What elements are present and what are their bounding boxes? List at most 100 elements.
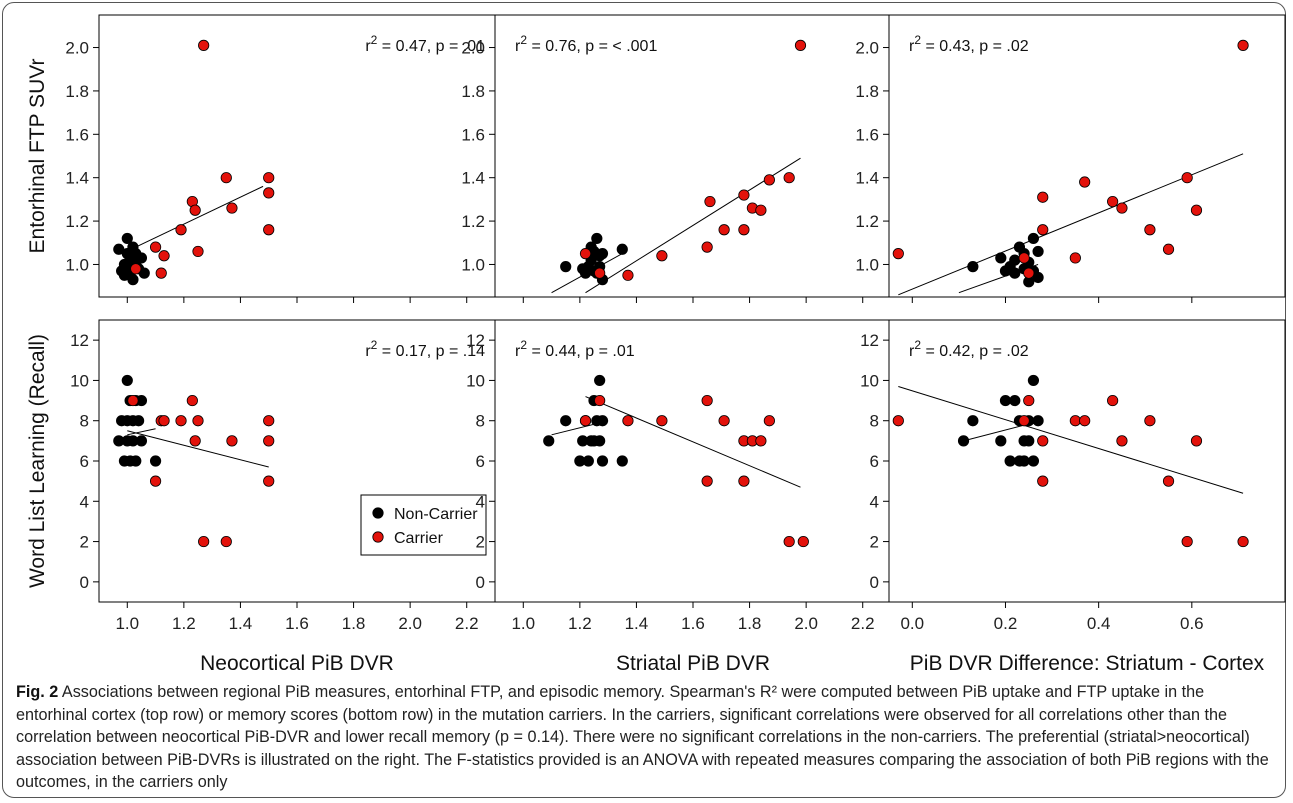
carrier-point: [175, 224, 187, 236]
legend-box: [360, 494, 487, 556]
figure-caption: Fig. 2 Associations between regional PiB…: [16, 681, 1278, 794]
y-tick-label: 1.0: [65, 255, 89, 274]
non-carrier-point: [1032, 271, 1044, 284]
x-tick-label: 1.4: [229, 614, 253, 633]
non-carrier-point: [995, 252, 1007, 264]
legend-swatch-non-carrier: [372, 507, 384, 519]
carrier-point: [1037, 191, 1049, 203]
carrier-point: [701, 241, 713, 253]
y-tick-label: 4: [80, 492, 89, 511]
non-carrier-point: [1009, 254, 1021, 266]
y-tick-label: 8: [870, 412, 879, 431]
carrier-point: [149, 241, 162, 253]
carrier-point: [198, 39, 210, 51]
non-carrier-point: [591, 232, 603, 245]
carrier-point: [263, 224, 275, 236]
carrier-point: [1181, 535, 1193, 548]
carrier-point: [1144, 224, 1156, 236]
carrier-point: [192, 415, 204, 427]
chart-panel-bottom-1: 0 2 4 6 8 10 12 1.0 1.2 1.4 1.6 1.8 2.0 2.2 r2 = 0.44,…: [466, 319, 892, 675]
x-tick-label: 2.2: [455, 614, 479, 633]
x-tick-label: 1.2: [172, 614, 196, 633]
carrier-point: [704, 195, 716, 208]
non-carrier-point: [594, 374, 606, 387]
non-carrier-point: [560, 415, 572, 427]
carrier-point: [579, 248, 592, 260]
legend: Non-Carrier Carrier: [360, 494, 487, 556]
x-tick-label: 1.6: [285, 614, 309, 633]
carrier-point: [158, 415, 170, 427]
x-tick-label: 0.2: [994, 614, 1018, 633]
carrier-point: [783, 535, 795, 548]
non-carrier-point: [560, 261, 572, 273]
plot-frame: [494, 14, 892, 298]
carrier-point: [1116, 435, 1128, 447]
carrier-point: [1190, 435, 1203, 447]
non-carrier-point: [121, 374, 133, 387]
carrier-point: [794, 39, 807, 51]
carrier-point: [797, 535, 809, 548]
carrier-point: [1023, 267, 1035, 279]
y-tick-label: 12: [70, 331, 89, 350]
caption-text: Associations between regional PiB measur…: [16, 683, 1269, 792]
y-tick-label: 1.0: [855, 255, 879, 274]
carrier-point: [738, 475, 750, 487]
non-carrier-point: [616, 243, 628, 255]
non-carrier-point: [967, 261, 979, 273]
x-tick-label: 2.0: [398, 614, 422, 633]
non-carrier-point: [616, 455, 628, 467]
x-tick-label: 1.2: [568, 614, 592, 633]
carrier-point: [718, 415, 730, 427]
y-tick-label: 1.8: [65, 82, 89, 101]
chart-panel-bottom-0: 0 2 4 6 8 10 12 1.0 1.2 1.4 1.6 1.8 2.0 2.2 r2 = 0.17,…: [26, 319, 496, 675]
carrier-point: [892, 415, 904, 427]
carrier-point: [579, 415, 592, 427]
non-carrier-point: [1013, 455, 1026, 467]
x-tick-label: 2.2: [851, 614, 875, 633]
carrier-point: [175, 415, 187, 427]
y-tick-label: 1.2: [855, 212, 879, 231]
y-tick-label: 2: [80, 533, 89, 552]
carrier-point: [701, 475, 713, 487]
carrier-point: [656, 250, 668, 262]
carrier-point: [192, 245, 204, 258]
carrier-point: [1237, 535, 1249, 548]
carrier-point: [1018, 415, 1030, 427]
carrier-point: [158, 250, 170, 262]
carrier-point: [718, 224, 730, 236]
figure-label: Fig. 2: [16, 683, 59, 701]
non-carrier-point: [1032, 245, 1044, 258]
non-carrier-point: [1027, 455, 1040, 467]
carrier-point: [763, 174, 775, 186]
carrier-point: [1162, 243, 1175, 255]
y-tick-label: 1.4: [855, 169, 879, 188]
non-carrier-point: [967, 415, 979, 427]
y-tick-label: 4: [870, 492, 879, 511]
carrier-point: [1190, 204, 1203, 216]
carrier-point: [1069, 415, 1081, 427]
fit-line: [127, 430, 269, 468]
y-tick-label: 0: [476, 573, 485, 592]
carrier-point: [220, 535, 232, 548]
stats-annotation: r2 = 0.47, p = .01: [365, 33, 485, 55]
carrier-point: [1162, 475, 1175, 487]
x-tick-label: 1.0: [511, 614, 535, 633]
fit-line: [127, 428, 156, 436]
fit-line: [135, 185, 264, 248]
non-carrier-point: [149, 455, 162, 467]
non-carrier-point: [118, 269, 131, 281]
carrier-point: [149, 475, 162, 487]
x-tick-label: 0.0: [900, 614, 924, 633]
fit-line: [898, 385, 1244, 494]
legend-label-carrier: Carrier: [394, 530, 444, 547]
y-tick-label: 1.8: [855, 82, 879, 101]
y-tick-label: 1.6: [855, 125, 879, 144]
stats-annotation: r2 = 0.17, p = .14: [365, 338, 485, 360]
x-tick-label: 1.0: [115, 614, 139, 633]
y-tick-label: 2: [476, 533, 485, 552]
carrier-point: [755, 435, 767, 447]
non-carrier-point: [1004, 455, 1016, 467]
non-carrier-point: [121, 232, 133, 245]
carrier-point: [186, 394, 198, 407]
carrier-point: [1237, 39, 1249, 51]
